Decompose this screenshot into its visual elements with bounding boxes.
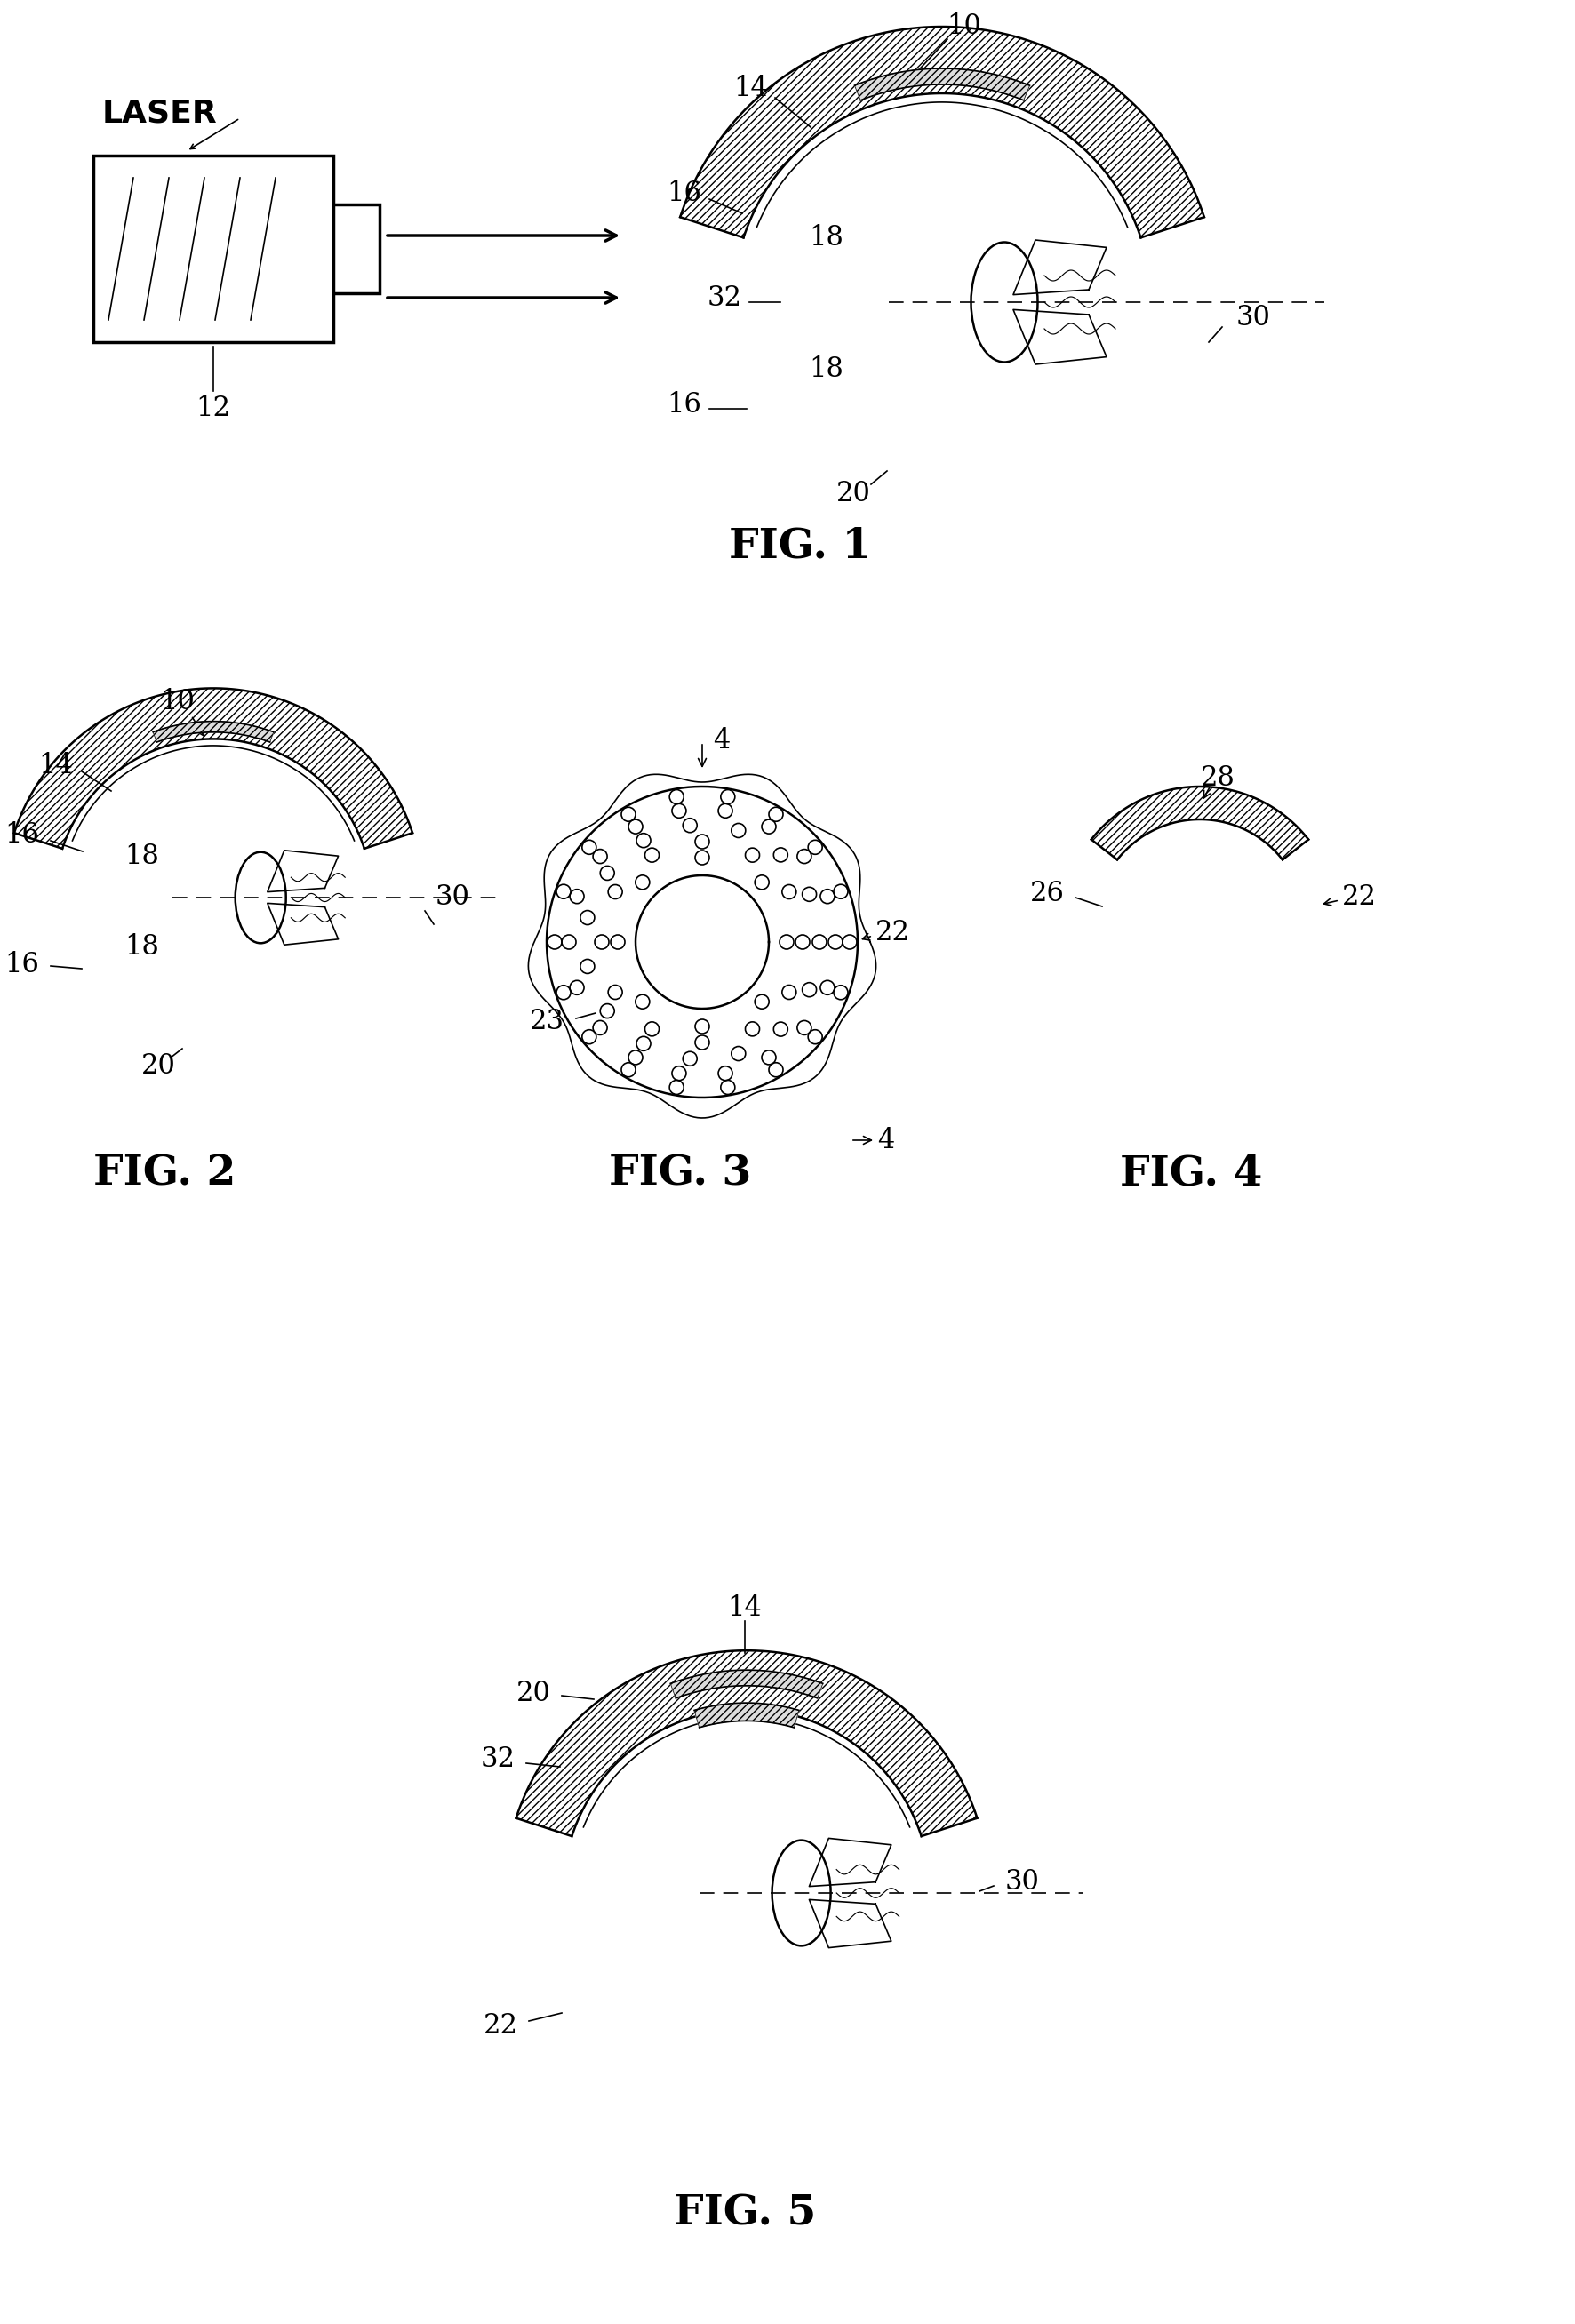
Text: 22: 22 — [484, 2013, 518, 2040]
Text: 4: 4 — [877, 1127, 895, 1155]
Text: 22: 22 — [876, 920, 910, 946]
Text: 14: 14 — [39, 753, 72, 781]
Text: 18: 18 — [124, 841, 159, 869]
Text: 32: 32 — [480, 1745, 515, 1773]
Polygon shape — [153, 720, 274, 741]
Polygon shape — [268, 851, 339, 892]
Polygon shape — [636, 876, 769, 1009]
Text: 16: 16 — [5, 823, 39, 848]
Polygon shape — [14, 688, 413, 848]
Polygon shape — [1013, 239, 1107, 295]
Text: 18: 18 — [124, 932, 159, 960]
Ellipse shape — [772, 1841, 830, 1945]
Polygon shape — [547, 786, 858, 1097]
Ellipse shape — [972, 242, 1038, 363]
Text: 22: 22 — [1342, 883, 1377, 911]
Text: 16: 16 — [668, 390, 702, 418]
Polygon shape — [810, 1899, 891, 1948]
Text: FIG. 5: FIG. 5 — [674, 2192, 816, 2233]
Text: 16: 16 — [668, 179, 702, 207]
Polygon shape — [517, 1650, 976, 1836]
Text: 28: 28 — [1200, 765, 1235, 792]
Text: 16: 16 — [5, 951, 39, 978]
Text: 10: 10 — [947, 14, 981, 40]
Text: 14: 14 — [734, 74, 769, 102]
Text: 23: 23 — [529, 1009, 564, 1037]
Text: FIG. 3: FIG. 3 — [608, 1153, 751, 1195]
Polygon shape — [671, 1671, 822, 1699]
Polygon shape — [268, 904, 339, 946]
Polygon shape — [1091, 786, 1309, 860]
Polygon shape — [680, 26, 1205, 237]
Polygon shape — [855, 67, 1030, 100]
Text: 10: 10 — [161, 688, 195, 716]
Text: 18: 18 — [810, 356, 844, 383]
Text: FIG. 2: FIG. 2 — [93, 1153, 236, 1195]
Text: 4: 4 — [713, 727, 729, 753]
Text: 30: 30 — [1236, 304, 1271, 332]
Polygon shape — [695, 1703, 799, 1727]
Polygon shape — [1013, 309, 1107, 365]
Bar — [93, 156, 334, 342]
Text: 18: 18 — [810, 225, 844, 251]
Text: 26: 26 — [1030, 878, 1065, 906]
Text: FIG. 1: FIG. 1 — [729, 525, 871, 567]
Text: FIG. 4: FIG. 4 — [1120, 1153, 1262, 1195]
Text: 20: 20 — [836, 479, 871, 507]
Ellipse shape — [235, 853, 287, 944]
Text: 32: 32 — [707, 284, 742, 311]
Text: 14: 14 — [728, 1594, 762, 1622]
Text: 20: 20 — [517, 1680, 551, 1706]
Bar — [334, 205, 380, 293]
Text: 12: 12 — [195, 395, 230, 423]
Text: LASER: LASER — [102, 98, 217, 128]
Text: 20: 20 — [140, 1053, 175, 1081]
Polygon shape — [810, 1838, 891, 1887]
Text: 30: 30 — [1005, 1868, 1040, 1896]
Text: 30: 30 — [436, 883, 469, 911]
